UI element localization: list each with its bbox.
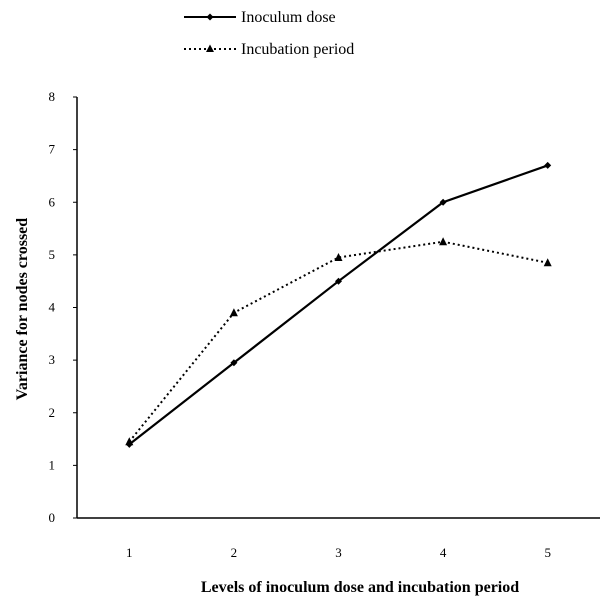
x-tick-label: 4	[440, 545, 447, 560]
series-line-incubation-period	[128, 240, 548, 443]
legend: Inoculum dose Incubation period	[184, 9, 354, 58]
data-point-incubation-period	[439, 237, 448, 246]
data-point-inoculum-dose	[230, 359, 238, 367]
y-tick-label: 8	[49, 89, 56, 104]
x-tick-label: 5	[544, 545, 551, 560]
legend-marker-inoculum-dose	[206, 13, 214, 21]
data-point-inoculum-dose	[439, 198, 447, 206]
series-line-inoculum-dose	[128, 164, 549, 446]
x-tick-label: 1	[126, 545, 133, 560]
plot-area	[125, 161, 552, 448]
legend-label-inoculum-dose: Inoculum dose	[241, 9, 336, 26]
legend-label-incubation-period: Incubation period	[241, 41, 354, 58]
legend-item-inoculum-dose: Inoculum dose	[184, 9, 336, 26]
y-tick-label: 2	[49, 405, 56, 420]
data-point-inoculum-dose	[544, 161, 552, 169]
x-tick-label: 2	[231, 545, 238, 560]
x-tick-label: 3	[335, 545, 342, 560]
y-tick-label: 3	[49, 352, 56, 367]
x-axis-title: Levels of inoculum dose and incubation p…	[201, 579, 519, 596]
data-point-incubation-period	[334, 253, 343, 262]
data-point-incubation-period	[543, 258, 552, 267]
y-tick-label: 4	[49, 300, 56, 315]
y-axis-title: Variance for nodes crossed	[14, 218, 31, 400]
y-tick-label: 1	[49, 457, 56, 472]
x-ticks: 1 2 3 4 5	[126, 545, 551, 560]
y-tick-label: 0	[49, 510, 56, 525]
legend-item-incubation-period: Incubation period	[184, 41, 354, 58]
data-point-inoculum-dose	[335, 277, 342, 285]
legend-marker-incubation-period	[206, 44, 214, 52]
y-tick-label: 5	[49, 247, 56, 262]
data-point-incubation-period	[229, 308, 238, 317]
y-tick-label: 6	[49, 194, 56, 209]
axes: 0 1 2 3 4 5 6 7 8 1 2 3 4 5	[49, 89, 600, 560]
data-point-incubation-period	[125, 437, 134, 446]
y-ticks: 0 1 2 3 4 5 6 7 8	[49, 89, 77, 525]
y-tick-label: 7	[49, 142, 56, 157]
